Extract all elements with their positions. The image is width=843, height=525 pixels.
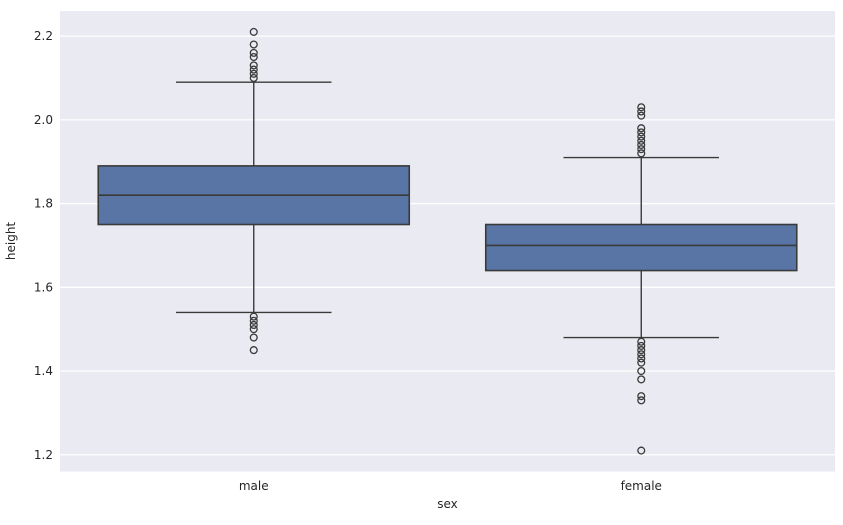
outlier-point [249,312,258,321]
x-tick-label: male [239,479,269,493]
x-axis-label: sex [437,497,458,511]
outlier-point [249,320,258,330]
box-layer [97,27,798,455]
outlier-point [637,392,646,401]
outlier-point [249,316,258,325]
outlier-point [637,128,646,137]
outlier-point [637,396,646,405]
boxplot-female [484,103,798,455]
outlier-point [637,375,646,384]
outlier-point [249,65,258,74]
outlier-point [637,149,646,158]
box-rect [484,223,798,272]
outlier-point [249,27,258,36]
outlier-point [637,124,646,133]
x-tick-label: female [621,479,662,493]
y-tick-label: 1.8 [34,197,53,211]
outlier-point [637,145,646,154]
outlier-point [249,325,258,334]
y-tick-label: 2.0 [34,113,53,127]
y-axis-label: height [4,222,18,261]
outlier-point [637,346,646,355]
outlier-point [637,341,646,350]
outlier-point [249,73,258,83]
y-tick-label: 2.2 [34,29,53,43]
y-tick-label: 1.4 [34,364,53,378]
outlier-point [637,337,646,346]
outlier-point [637,350,646,359]
outlier-point [637,136,646,145]
outlier-point [637,358,646,367]
outlier-point [249,346,258,355]
outlier-point [249,48,258,57]
outlier-point [637,366,646,376]
outlier-point [249,40,258,49]
outlier-point [249,69,258,78]
y-tick-label: 1.2 [34,448,53,462]
y-tick-label: 1.6 [34,280,53,294]
outlier-point [637,140,646,150]
outlier-point [249,52,258,62]
outlier-point [637,111,646,120]
outlier-point [637,132,646,141]
outlier-point [637,103,646,112]
outlier-point [637,107,646,116]
boxplot-male [97,27,411,355]
tick-layer: 1.2 1.4 1.6 1.8 2.0 2.2 male female [34,29,662,493]
outlier-point [637,446,646,455]
outlier-point [249,61,258,70]
outlier-point [249,333,258,342]
outlier-point [637,354,646,363]
